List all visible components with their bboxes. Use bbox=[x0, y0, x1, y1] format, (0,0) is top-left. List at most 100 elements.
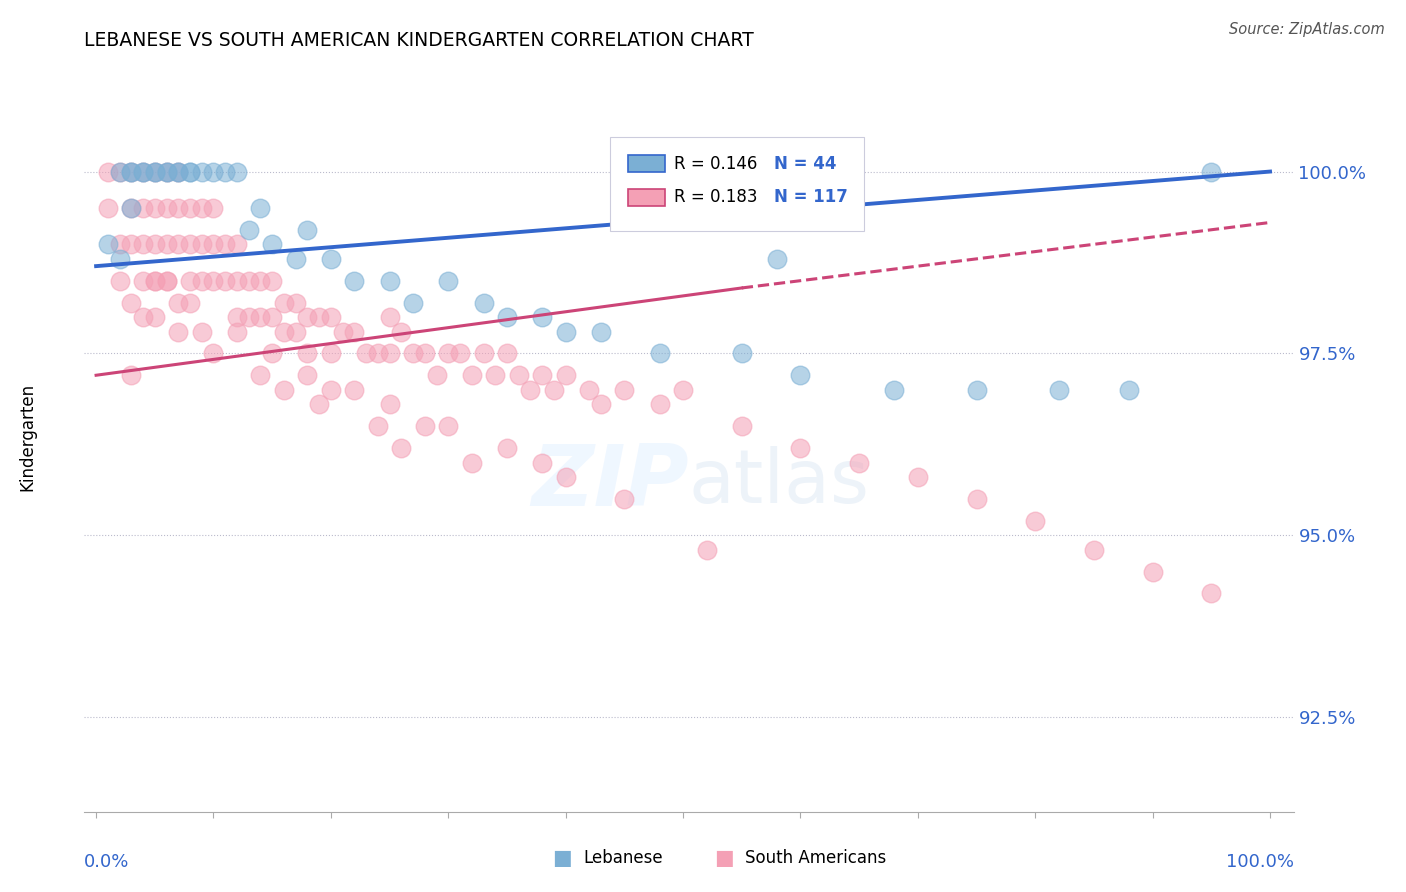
FancyBboxPatch shape bbox=[610, 137, 865, 231]
Point bbox=[262, 274, 284, 288]
Point bbox=[97, 201, 120, 215]
Point bbox=[413, 419, 436, 434]
Point bbox=[354, 346, 377, 360]
Point bbox=[143, 274, 166, 288]
Text: Source: ZipAtlas.com: Source: ZipAtlas.com bbox=[1229, 22, 1385, 37]
Point bbox=[143, 201, 166, 215]
Point bbox=[907, 470, 929, 484]
Point bbox=[167, 237, 190, 252]
Point bbox=[496, 441, 519, 455]
Point bbox=[179, 295, 201, 310]
Point bbox=[461, 368, 484, 383]
Point bbox=[389, 441, 412, 455]
Point bbox=[1047, 383, 1070, 397]
Point bbox=[202, 237, 225, 252]
Point bbox=[155, 164, 177, 178]
Point bbox=[226, 274, 249, 288]
Point bbox=[249, 310, 271, 324]
Text: Lebanese: Lebanese bbox=[583, 849, 664, 867]
Point bbox=[249, 368, 271, 383]
Point bbox=[496, 310, 519, 324]
Point bbox=[461, 456, 484, 470]
Point bbox=[120, 201, 142, 215]
Point bbox=[273, 295, 295, 310]
Point bbox=[449, 346, 471, 360]
Point bbox=[155, 274, 177, 288]
Point bbox=[167, 164, 190, 178]
Point bbox=[343, 274, 366, 288]
Point bbox=[202, 201, 225, 215]
Point bbox=[108, 252, 131, 266]
Point bbox=[262, 237, 284, 252]
Point bbox=[179, 164, 201, 178]
Point bbox=[966, 491, 988, 506]
Point bbox=[389, 325, 412, 339]
Point bbox=[413, 346, 436, 360]
Point bbox=[179, 164, 201, 178]
Point bbox=[508, 368, 530, 383]
Point bbox=[531, 456, 554, 470]
Point bbox=[190, 325, 212, 339]
Point bbox=[613, 491, 636, 506]
Point bbox=[132, 164, 155, 178]
Point bbox=[132, 201, 155, 215]
Point bbox=[284, 252, 307, 266]
Point bbox=[167, 164, 190, 178]
Point bbox=[120, 368, 142, 383]
Point bbox=[132, 164, 155, 178]
Point bbox=[519, 383, 541, 397]
Point bbox=[696, 542, 718, 557]
Point bbox=[319, 383, 342, 397]
Point bbox=[378, 310, 401, 324]
Point bbox=[378, 397, 401, 411]
Text: ■: ■ bbox=[553, 848, 572, 868]
Point bbox=[226, 237, 249, 252]
Point bbox=[155, 164, 177, 178]
Point bbox=[554, 325, 576, 339]
Point bbox=[214, 237, 236, 252]
Point bbox=[848, 456, 870, 470]
Text: 100.0%: 100.0% bbox=[1226, 853, 1294, 871]
Point bbox=[437, 346, 460, 360]
Text: R = 0.146: R = 0.146 bbox=[675, 154, 758, 172]
Point bbox=[496, 346, 519, 360]
Point bbox=[167, 325, 190, 339]
Point bbox=[132, 164, 155, 178]
Point bbox=[108, 164, 131, 178]
Point bbox=[273, 325, 295, 339]
Point bbox=[190, 164, 212, 178]
Point bbox=[202, 274, 225, 288]
Point bbox=[554, 368, 576, 383]
Point bbox=[120, 164, 142, 178]
Point bbox=[120, 201, 142, 215]
Point bbox=[789, 368, 811, 383]
Text: atlas: atlas bbox=[689, 445, 870, 518]
Text: ■: ■ bbox=[714, 848, 734, 868]
Point bbox=[143, 274, 166, 288]
Point bbox=[966, 383, 988, 397]
Point bbox=[249, 201, 271, 215]
Point bbox=[167, 164, 190, 178]
Point bbox=[297, 310, 319, 324]
Point bbox=[155, 237, 177, 252]
Point bbox=[613, 383, 636, 397]
Point bbox=[132, 237, 155, 252]
Point bbox=[120, 237, 142, 252]
Point bbox=[226, 310, 249, 324]
Point bbox=[226, 164, 249, 178]
Point bbox=[402, 295, 425, 310]
Point bbox=[378, 274, 401, 288]
Point bbox=[1201, 164, 1223, 178]
Point bbox=[202, 346, 225, 360]
Point bbox=[120, 295, 142, 310]
Point bbox=[97, 164, 120, 178]
Point bbox=[332, 325, 354, 339]
Text: N = 44: N = 44 bbox=[773, 154, 837, 172]
Point bbox=[108, 164, 131, 178]
Point bbox=[284, 325, 307, 339]
Point bbox=[167, 295, 190, 310]
Point bbox=[425, 368, 447, 383]
Point bbox=[179, 274, 201, 288]
Point bbox=[179, 237, 201, 252]
Point bbox=[789, 441, 811, 455]
